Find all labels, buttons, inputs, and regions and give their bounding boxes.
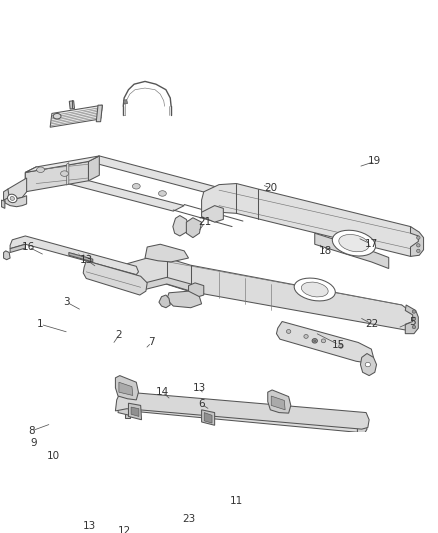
Text: 1: 1 [37,319,44,329]
Ellipse shape [286,329,291,333]
Polygon shape [186,218,201,238]
Polygon shape [173,215,188,236]
Polygon shape [116,376,138,400]
Text: 12: 12 [117,526,131,533]
Ellipse shape [339,344,343,348]
Polygon shape [119,382,133,395]
Polygon shape [69,101,74,109]
Ellipse shape [412,310,416,313]
Text: 9: 9 [31,438,37,448]
Polygon shape [25,161,88,192]
Polygon shape [67,163,69,185]
Polygon shape [25,167,36,192]
Polygon shape [410,227,424,256]
Ellipse shape [417,236,420,239]
Polygon shape [145,244,188,262]
Text: 6: 6 [198,399,205,409]
Ellipse shape [301,282,328,297]
Ellipse shape [321,339,325,343]
Text: 22: 22 [366,319,379,329]
Polygon shape [121,258,417,331]
Ellipse shape [60,171,68,176]
Polygon shape [4,189,9,200]
Text: 13: 13 [193,383,206,393]
Polygon shape [88,156,99,181]
Ellipse shape [417,249,420,253]
Ellipse shape [7,194,17,203]
Ellipse shape [37,167,45,173]
Polygon shape [116,392,369,429]
Polygon shape [405,305,418,334]
Polygon shape [117,399,363,425]
Polygon shape [271,396,285,410]
Ellipse shape [10,197,14,200]
Polygon shape [125,405,365,433]
Text: 8: 8 [28,426,35,436]
Polygon shape [268,390,291,413]
Ellipse shape [412,317,416,320]
Polygon shape [131,407,139,416]
Ellipse shape [412,325,416,329]
Text: 7: 7 [148,337,155,348]
Polygon shape [201,410,215,425]
Text: 20: 20 [264,183,277,193]
Polygon shape [201,206,223,222]
Polygon shape [96,105,102,122]
Ellipse shape [417,244,420,247]
Polygon shape [83,261,147,295]
Ellipse shape [304,335,308,338]
Polygon shape [1,200,5,208]
Text: 5: 5 [410,317,416,327]
Polygon shape [69,253,93,262]
Ellipse shape [294,278,336,301]
Ellipse shape [53,114,61,119]
Text: 23: 23 [182,514,195,524]
Ellipse shape [312,338,318,343]
Ellipse shape [314,340,316,342]
Text: 13: 13 [80,255,93,265]
Polygon shape [4,251,10,260]
Polygon shape [204,413,212,423]
Polygon shape [5,195,27,207]
Polygon shape [10,236,138,274]
Text: 21: 21 [198,217,212,227]
Text: 14: 14 [156,387,169,397]
Ellipse shape [332,230,375,256]
Polygon shape [88,156,245,200]
Text: 19: 19 [368,157,381,166]
Polygon shape [276,321,374,363]
Polygon shape [188,283,204,298]
Polygon shape [10,244,25,253]
Polygon shape [123,100,127,104]
Ellipse shape [159,191,166,196]
Text: 3: 3 [64,297,70,307]
Text: 15: 15 [332,340,345,350]
Ellipse shape [365,362,371,367]
Text: 2: 2 [116,330,122,340]
Polygon shape [357,422,367,433]
Polygon shape [167,291,201,308]
Text: 18: 18 [319,246,332,256]
Polygon shape [315,233,389,269]
Ellipse shape [339,235,369,252]
Ellipse shape [132,183,140,189]
Text: 11: 11 [230,496,243,506]
Polygon shape [117,265,136,283]
Text: 16: 16 [22,242,35,252]
Polygon shape [118,396,138,416]
Polygon shape [50,105,102,127]
Polygon shape [25,156,99,173]
Polygon shape [128,403,141,420]
Text: 10: 10 [47,450,60,461]
Polygon shape [159,295,170,308]
Polygon shape [5,178,27,198]
Polygon shape [201,183,419,256]
Polygon shape [145,277,191,291]
Polygon shape [360,353,377,376]
Polygon shape [25,167,184,211]
Polygon shape [125,411,130,418]
Text: 17: 17 [365,239,378,249]
Text: 13: 13 [83,521,96,531]
